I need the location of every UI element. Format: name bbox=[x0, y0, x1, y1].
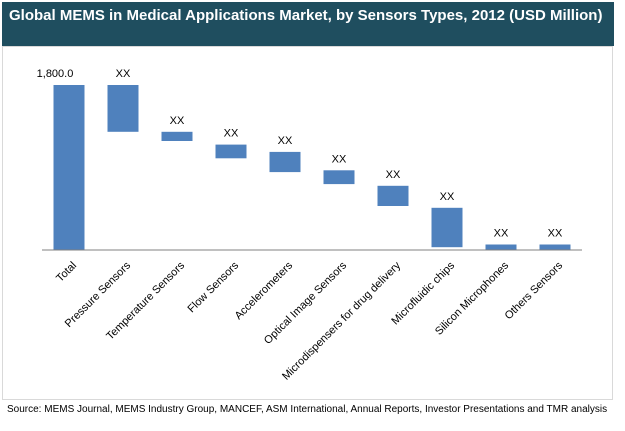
chart-frame bbox=[2, 46, 613, 400]
data-label-0: 1,800.0 bbox=[37, 68, 74, 80]
x-tick-label-0: Total bbox=[54, 260, 79, 285]
bar-9 bbox=[539, 244, 571, 250]
data-label-3: XX bbox=[224, 128, 239, 140]
data-label-1: XX bbox=[116, 68, 131, 80]
bar-3 bbox=[215, 144, 247, 159]
data-label-4: XX bbox=[278, 135, 293, 147]
bar-7 bbox=[431, 207, 463, 248]
chart-title: Global MEMS in Medical Applications Mark… bbox=[2, 2, 614, 46]
bar-4 bbox=[269, 151, 301, 173]
bar-2 bbox=[161, 131, 193, 141]
bars-group bbox=[53, 85, 571, 250]
data-label-7: XX bbox=[440, 191, 455, 203]
bar-5 bbox=[323, 170, 355, 185]
x-tick-label-9: Others Sensors bbox=[503, 259, 566, 322]
source-note: Source: MEMS Journal, MEMS Industry Grou… bbox=[7, 404, 608, 415]
bar-0 bbox=[53, 85, 85, 250]
bar-6 bbox=[377, 185, 409, 206]
data-label-8: XX bbox=[494, 228, 509, 240]
data-labels-group: 1,800.0 XX XX XX XX XX XX XX XX XX bbox=[37, 68, 563, 240]
data-label-6: XX bbox=[386, 169, 401, 181]
bar-1 bbox=[107, 85, 139, 132]
bar-8 bbox=[485, 244, 517, 250]
data-label-2: XX bbox=[170, 115, 185, 127]
data-label-5: XX bbox=[332, 153, 347, 165]
x-tick-label-4: Accelerometers bbox=[233, 259, 296, 322]
x-tick-label-3: Flow Sensors bbox=[186, 259, 242, 315]
data-label-9: XX bbox=[548, 228, 563, 240]
x-tick-label-6: Microdispensers for drug delivery bbox=[280, 259, 403, 382]
